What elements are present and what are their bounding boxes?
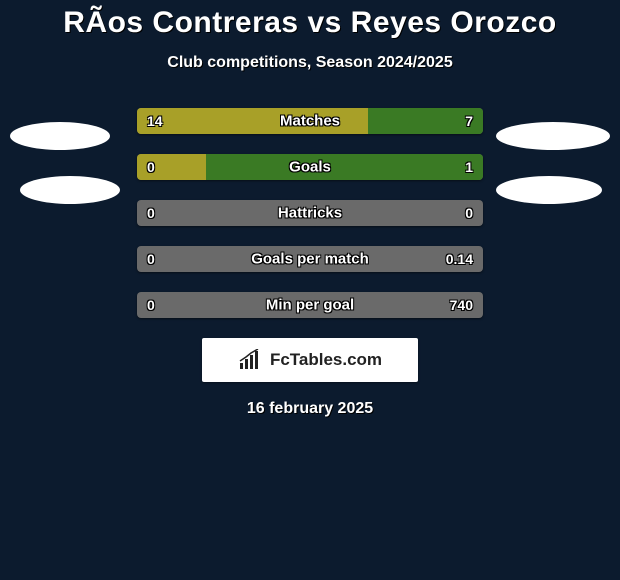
team-badge-oval [496,122,610,150]
stat-value-right: 740 [450,297,473,313]
team-badge-oval [10,122,110,150]
branding-text: FcTables.com [270,350,382,370]
stat-bar: 0 0.14 Goals per match [137,246,483,272]
stat-row: 0 0.14 Goals per match [0,246,620,272]
chart-icon [238,349,264,371]
page-title: RÃ­os Contreras vs Reyes Orozco [0,0,620,40]
stat-label: Goals [289,159,331,176]
stat-row: 0 0 Hattricks [0,200,620,226]
stat-label: Matches [280,113,340,130]
page-subtitle: Club competitions, Season 2024/2025 [0,54,620,72]
stat-label: Goals per match [251,251,369,268]
stat-row: 0 740 Min per goal [0,292,620,318]
stat-value-right: 0.14 [446,251,473,267]
stat-bar: 14 7 Matches [137,108,483,134]
stat-value-left: 0 [147,251,155,267]
stat-bar: 0 740 Min per goal [137,292,483,318]
stat-value-left: 14 [147,113,163,129]
team-badge-oval [496,176,602,204]
stat-row: 0 1 Goals [0,154,620,180]
stat-bar: 0 1 Goals [137,154,483,180]
stat-value-left: 0 [147,205,155,221]
stat-label: Min per goal [266,297,354,314]
stat-value-left: 0 [147,159,155,175]
stat-bar-right [206,154,483,180]
stat-value-left: 0 [147,297,155,313]
team-badge-oval [20,176,120,204]
branding-box: FcTables.com [202,338,418,382]
stat-label: Hattricks [278,205,342,222]
date-text: 16 february 2025 [0,400,620,418]
stat-bar: 0 0 Hattricks [137,200,483,226]
stat-value-right: 7 [465,113,473,129]
stat-value-right: 1 [465,159,473,175]
stat-value-right: 0 [465,205,473,221]
